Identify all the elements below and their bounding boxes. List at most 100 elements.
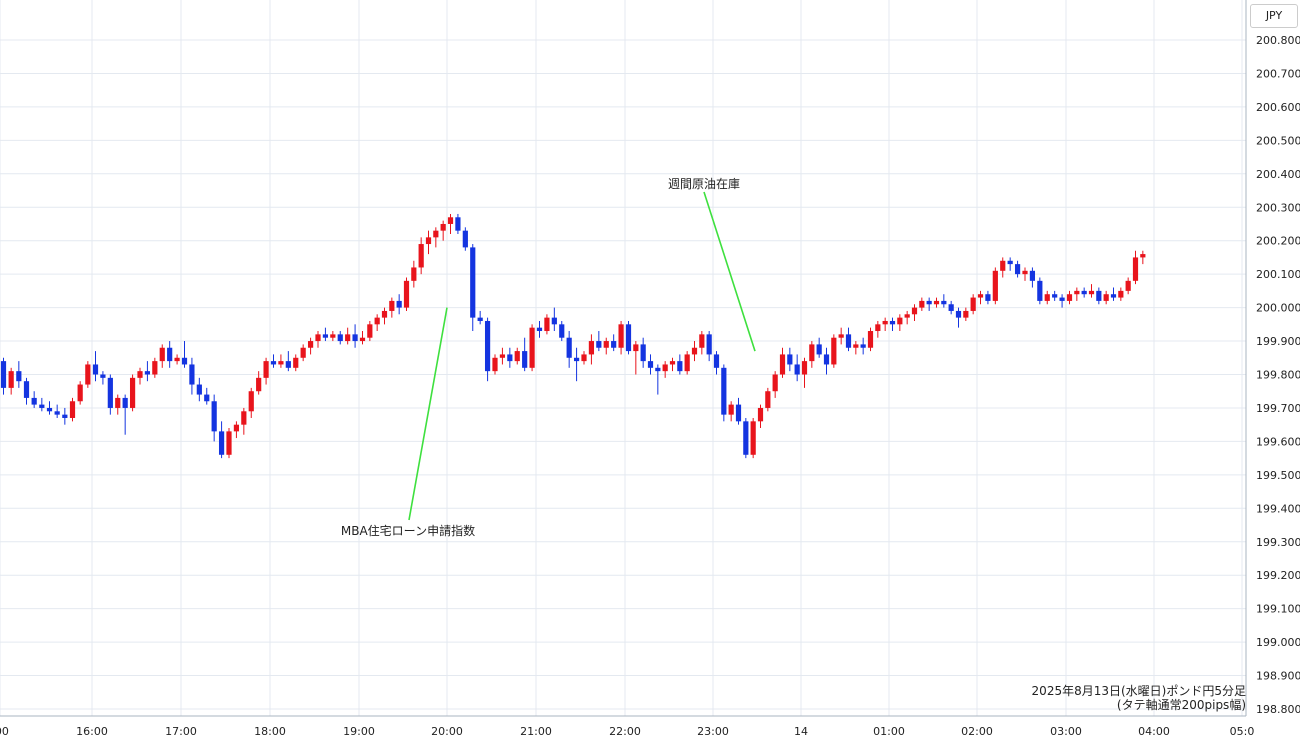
candle-body bbox=[411, 267, 417, 281]
candle-up bbox=[933, 297, 940, 308]
candle-down bbox=[204, 387, 210, 405]
candle-body bbox=[875, 324, 881, 332]
candle-body bbox=[904, 314, 910, 318]
y-tick-label: 199.400 bbox=[1256, 502, 1300, 515]
candle-body bbox=[69, 401, 76, 418]
candle-up bbox=[757, 404, 764, 429]
candle-body bbox=[1029, 270, 1036, 281]
candle-body bbox=[926, 300, 932, 305]
candle-down bbox=[941, 294, 947, 308]
candle-body bbox=[1037, 280, 1043, 301]
candle-up bbox=[85, 361, 91, 388]
price-axis[interactable]: 198.800 198.900 199.000 199.100 199.200 199.3… bbox=[1245, 0, 1300, 716]
candle-down bbox=[352, 324, 358, 348]
candle-body bbox=[618, 324, 624, 348]
candle-down bbox=[823, 347, 830, 375]
candle-down bbox=[743, 417, 749, 459]
candle-down bbox=[107, 374, 113, 415]
time-axis[interactable]: :00 16:00 17:00 18:00 19:00 20:00 21:00 22:00 23… bbox=[0, 715, 1254, 738]
annotation-label-oil: 週間原油在庫 bbox=[668, 177, 740, 191]
candle-down bbox=[889, 317, 896, 332]
candle-body bbox=[897, 317, 903, 325]
candle-body bbox=[816, 344, 822, 355]
candle-body bbox=[1007, 260, 1013, 265]
candle-body bbox=[129, 377, 136, 408]
candle-body bbox=[204, 394, 210, 402]
candle-down bbox=[566, 331, 572, 368]
candle-body bbox=[948, 304, 954, 311]
candle-down bbox=[1110, 287, 1117, 301]
candle-body bbox=[100, 374, 106, 378]
candle-up bbox=[241, 407, 247, 435]
candle-body bbox=[285, 361, 291, 368]
candle-body bbox=[735, 404, 742, 422]
candle-body bbox=[655, 367, 661, 372]
candle-body bbox=[772, 374, 778, 392]
candle-down bbox=[1059, 294, 1065, 308]
candle-body bbox=[669, 361, 676, 365]
candle-body bbox=[765, 391, 771, 408]
candle-up bbox=[897, 314, 903, 332]
candle-body bbox=[838, 334, 844, 338]
candle-up bbox=[875, 320, 881, 338]
y-tick-label: 199.600 bbox=[1256, 435, 1300, 448]
caption-line-2: (タテ軸通常200pips幅) bbox=[1116, 698, 1246, 712]
y-tick-label: 199.200 bbox=[1256, 569, 1300, 582]
candle-up bbox=[588, 334, 595, 365]
candle-body bbox=[1110, 294, 1117, 298]
y-tick-label: 200.700 bbox=[1256, 67, 1300, 80]
candle-body bbox=[16, 371, 22, 382]
candle-body bbox=[633, 344, 639, 352]
candle-body bbox=[256, 377, 262, 392]
candle-up bbox=[992, 267, 998, 305]
candle-body bbox=[713, 354, 720, 368]
candle-up bbox=[330, 331, 336, 342]
candle-down bbox=[54, 404, 60, 418]
candle-down bbox=[816, 337, 822, 358]
candle-down bbox=[677, 354, 683, 375]
candle-body bbox=[933, 300, 940, 305]
candle-body bbox=[1044, 294, 1050, 301]
candle-up bbox=[728, 401, 734, 422]
candle-up bbox=[1125, 277, 1131, 295]
y-tick-label: 199.000 bbox=[1256, 636, 1300, 649]
candle-body bbox=[801, 361, 808, 375]
candle-body bbox=[977, 294, 984, 298]
candle-up bbox=[8, 367, 14, 395]
candle-up bbox=[152, 357, 158, 378]
candle-up bbox=[300, 344, 306, 362]
candle-down bbox=[1081, 287, 1087, 298]
candle-body bbox=[425, 237, 432, 245]
candle-down bbox=[794, 354, 800, 382]
candle-body bbox=[845, 334, 852, 348]
candle-down bbox=[507, 347, 513, 368]
candle-body bbox=[1022, 270, 1028, 275]
annotation-line-mba bbox=[408, 307, 448, 521]
candle-down bbox=[787, 347, 793, 372]
candle-down bbox=[196, 377, 202, 402]
candle-body bbox=[396, 300, 402, 308]
candle-down bbox=[721, 364, 727, 422]
y-tick-label: 199.800 bbox=[1256, 369, 1300, 382]
candle-body bbox=[263, 361, 269, 378]
candle-up bbox=[115, 394, 121, 415]
currency-button[interactable]: JPY bbox=[1250, 4, 1298, 28]
candle-up bbox=[440, 220, 446, 241]
candle-up bbox=[514, 347, 520, 365]
candle-up bbox=[977, 290, 984, 305]
x-tick-label: 01:00 bbox=[873, 725, 905, 738]
caption-line-1: 2025年8月13日(水曜日)ポンド円5分足 bbox=[1031, 684, 1246, 698]
candle-body bbox=[477, 317, 483, 321]
candle-down bbox=[16, 361, 22, 388]
y-tick-label: 200.000 bbox=[1256, 302, 1300, 315]
x-tick-label: 22:00 bbox=[609, 725, 641, 738]
candle-down bbox=[181, 341, 188, 368]
candle-body bbox=[625, 324, 632, 352]
candle-up bbox=[1088, 284, 1095, 298]
candle-up bbox=[1140, 250, 1146, 265]
candle-down bbox=[706, 331, 712, 362]
candle-body bbox=[699, 334, 705, 348]
candle-body bbox=[330, 334, 336, 338]
